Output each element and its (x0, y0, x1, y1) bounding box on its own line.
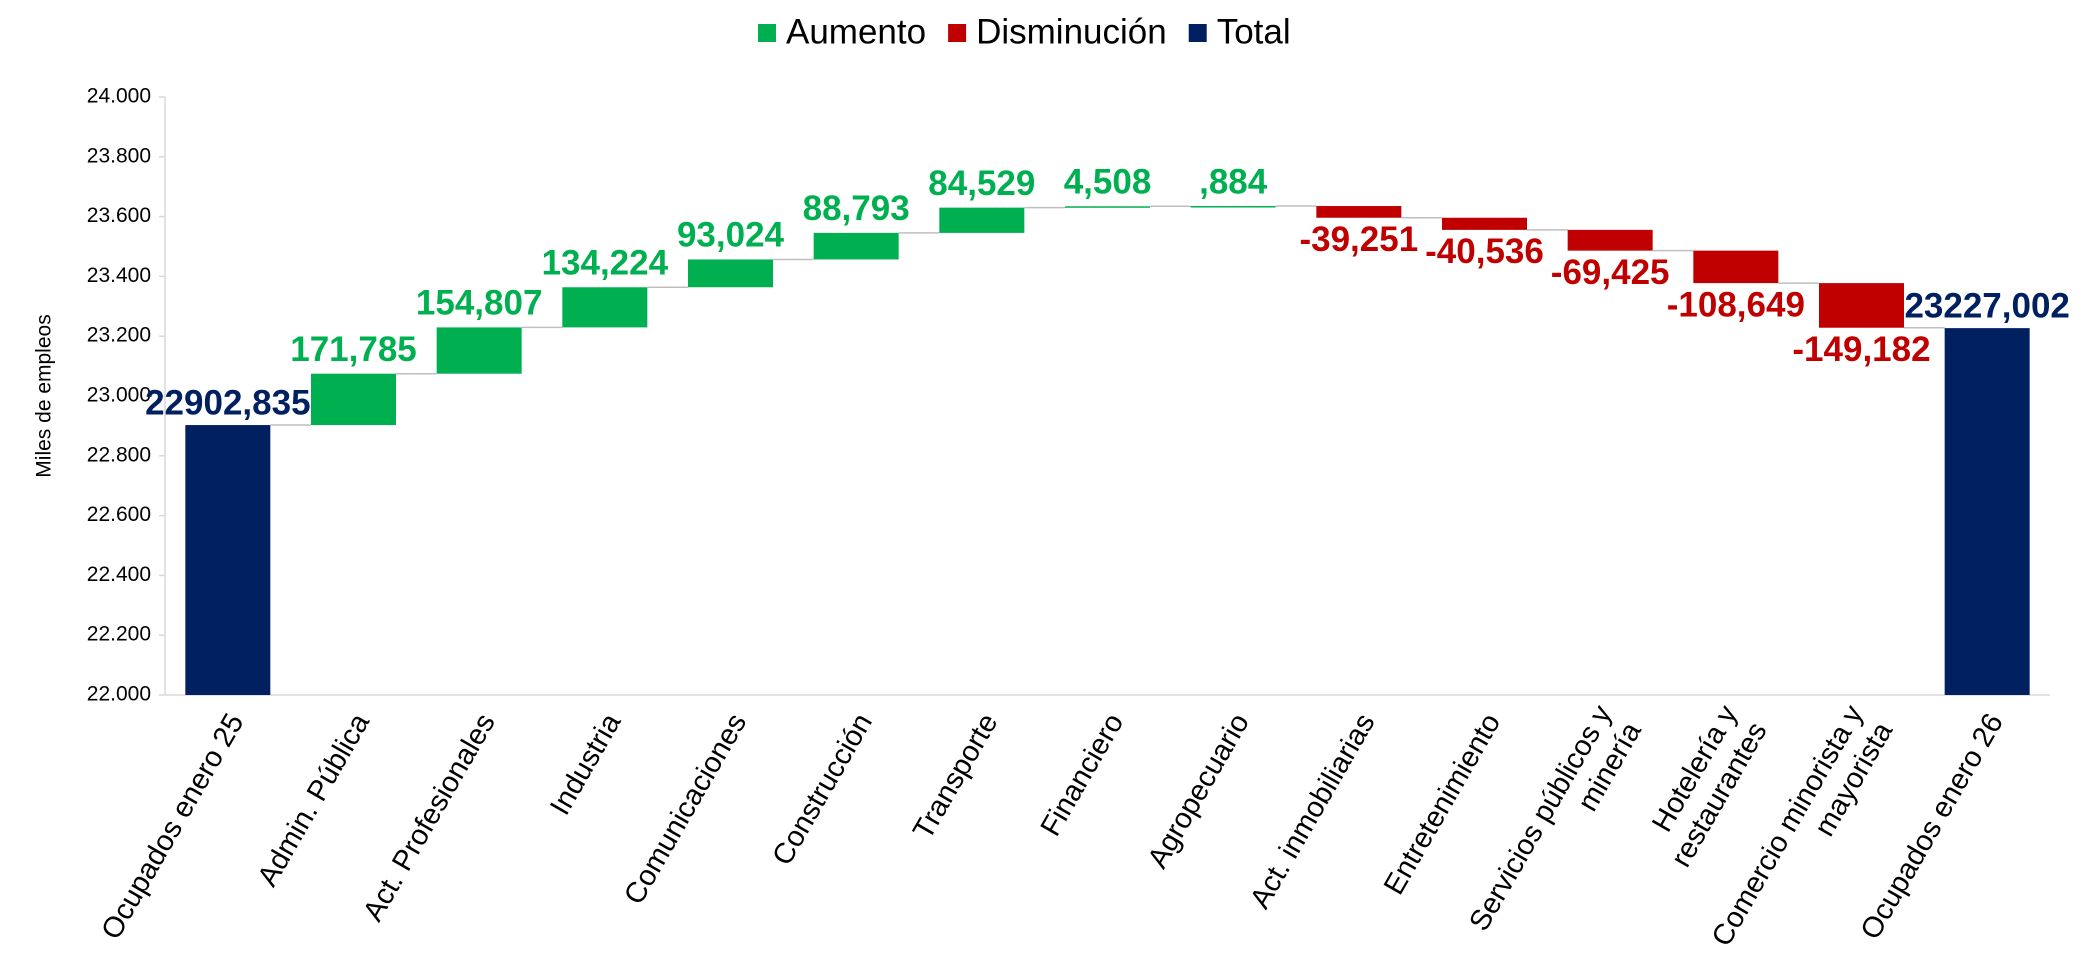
data-label: 93,024 (677, 216, 785, 255)
bar (185, 425, 271, 695)
x-tick-group: Act. Profesionales (357, 708, 502, 926)
y-tick-label: 23.800 (87, 144, 151, 167)
y-tick-label: 22.200 (87, 623, 151, 646)
y-tick-label: 23.600 (87, 204, 151, 227)
x-tick-label: Industria (544, 708, 628, 821)
x-tick-label: Act. Profesionales (357, 708, 502, 926)
x-tick-group: Industria (544, 708, 628, 821)
y-axis-label: Miles de empleos (33, 314, 56, 477)
y-tick-label: 23.400 (87, 264, 151, 287)
data-label: 23227,002 (1904, 286, 2069, 325)
x-tick-label: Construcción (767, 708, 879, 871)
legend-label: Disminución (976, 12, 1167, 51)
y-tick-label: 22.000 (87, 683, 151, 706)
bar (1190, 206, 1276, 208)
y-tick-label: 23.200 (87, 324, 151, 347)
bar (1065, 206, 1150, 208)
bar (688, 259, 773, 288)
x-tick-label: Ocupados enero 25 (95, 708, 250, 945)
legend-label: Aumento (786, 12, 926, 51)
x-tick-group: Agropecuario (1142, 708, 1256, 873)
x-tick-group: Act. inmobiliarias (1244, 708, 1381, 914)
x-tick-group: Hotelería yrestaurantes (1635, 699, 1773, 872)
bar (562, 287, 648, 328)
data-label: 171,785 (290, 330, 417, 369)
y-tick-label: 22.600 (87, 503, 151, 526)
bar (1567, 229, 1653, 251)
x-tick-label: Admin. Pública (252, 708, 377, 892)
data-label: -149,182 (1792, 330, 1930, 369)
data-label: -108,649 (1667, 285, 1805, 324)
bar (813, 232, 899, 260)
y-tick-label: 22.400 (87, 563, 151, 586)
data-label: ,884 (1199, 162, 1268, 201)
x-tick-label: Transporte (907, 708, 1004, 845)
y-tick-label: 23.000 (87, 384, 151, 407)
legend-label: Total (1217, 12, 1291, 51)
bar (1442, 217, 1527, 230)
y-tick-label: 22.800 (87, 443, 151, 466)
data-label: 134,224 (542, 244, 669, 283)
data-label: 154,807 (416, 284, 543, 323)
x-tick-group: Entretenimiento (1378, 708, 1507, 900)
bar (939, 207, 1025, 233)
x-tick-group: Comunicaciones (618, 708, 753, 910)
legend-swatch (948, 24, 967, 42)
x-tick-group: Ocupados enero 25 (95, 708, 250, 945)
x-tick-group: Financiero (1035, 708, 1130, 841)
data-label: -40,536 (1425, 232, 1544, 271)
x-tick-label: Act. inmobiliarias (1244, 708, 1381, 914)
bar (1819, 283, 1904, 328)
bar (1944, 328, 2030, 695)
x-tick-group: Transporte (907, 708, 1004, 845)
x-tick-group: Admin. Pública (252, 708, 377, 892)
data-label: 84,529 (928, 164, 1035, 203)
data-label: -69,425 (1551, 253, 1670, 292)
bar (1693, 250, 1779, 284)
x-tick-label: Entretenimiento (1378, 708, 1507, 900)
legend-swatch (1188, 24, 1207, 42)
data-label: 88,793 (803, 189, 910, 228)
x-tick-label: Financiero (1035, 708, 1130, 841)
data-label: 4,508 (1064, 163, 1152, 202)
bar (1316, 206, 1402, 218)
data-label: 22902,835 (145, 383, 310, 422)
bar (436, 327, 522, 374)
y-tick-label: 24.000 (87, 85, 151, 108)
x-tick-label: Agropecuario (1142, 708, 1256, 873)
x-tick-group: Construcción (767, 708, 879, 871)
legend-swatch (758, 24, 776, 42)
x-tick-label: Comunicaciones (618, 708, 753, 910)
data-label: -39,251 (1299, 220, 1418, 259)
bar (311, 373, 396, 426)
x-tick-label: Hotelería yrestaurantes (1635, 699, 1773, 872)
